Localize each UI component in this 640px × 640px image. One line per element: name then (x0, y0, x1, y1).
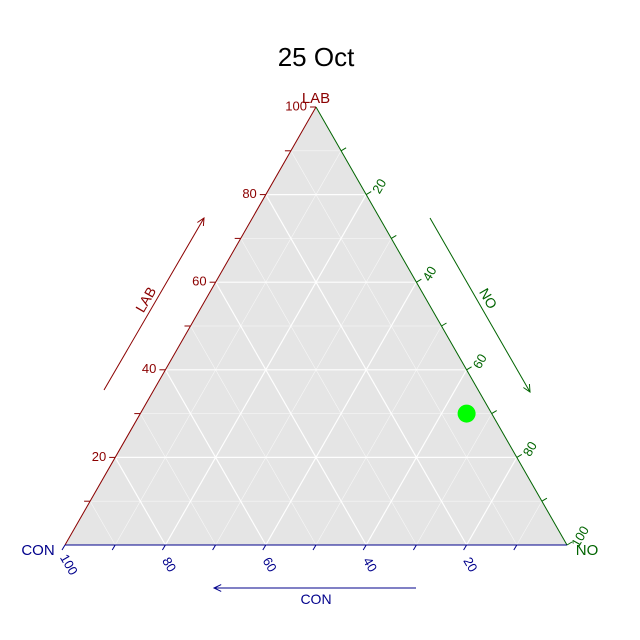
ternary-grid (89, 150, 543, 546)
grid-line (190, 325, 317, 546)
tick-mark (391, 234, 397, 239)
tick-label: 60 (260, 554, 280, 574)
chart-title: 25 Oct (278, 42, 355, 72)
grid-line (114, 150, 342, 546)
tick-label: 40 (142, 361, 156, 376)
tick-label: 40 (419, 264, 439, 284)
tick-mark (441, 322, 447, 327)
grid-line (416, 413, 492, 546)
tick-mark (513, 544, 518, 551)
tick-label: 80 (520, 439, 540, 459)
tick-label: 40 (360, 554, 380, 574)
axis-title-lab: LAB (132, 284, 159, 315)
grid-line (215, 238, 392, 546)
vertex-label-left: CON (21, 542, 54, 559)
tick-mark (566, 541, 573, 546)
tick-label: 20 (92, 449, 106, 464)
grid-line (164, 369, 267, 546)
tick-mark (212, 544, 217, 551)
grid-line (114, 457, 166, 546)
tick-mark (161, 544, 166, 551)
tick-mark (262, 544, 267, 551)
tick-label: 80 (159, 554, 179, 574)
tick-mark (412, 544, 417, 551)
grid-line (140, 413, 216, 546)
axis-title-con: CON (300, 591, 331, 607)
grid-line (89, 501, 116, 546)
tick-mark (491, 410, 497, 415)
data-points (457, 404, 476, 423)
no-axis-arrow (429, 217, 531, 393)
tick-mark (516, 453, 523, 458)
grid-line (466, 457, 518, 546)
grid-line (240, 238, 417, 546)
tick-label: 20 (460, 554, 480, 574)
tick-mark (463, 544, 468, 551)
tick-mark (111, 544, 116, 551)
tick-label: 100 (57, 551, 81, 577)
lab-axis-arrow (103, 217, 205, 391)
tick-mark (61, 544, 66, 551)
grid-line (315, 325, 442, 546)
tick-label: 20 (369, 176, 389, 196)
tick-mark (362, 544, 367, 551)
grid-line (365, 369, 468, 546)
ternary-axis-arrows (103, 217, 531, 592)
vertex-label-top: LAB (302, 90, 330, 107)
vertex-label-right: NO (576, 542, 599, 559)
tick-mark (365, 191, 372, 196)
tick-label: 60 (470, 351, 490, 371)
axis-title-no: NO (476, 285, 500, 311)
tick-label: 60 (192, 274, 206, 289)
tick-label: 100 (285, 98, 307, 113)
tick-mark (312, 544, 317, 551)
tick-mark (541, 497, 548, 502)
tick-mark (340, 147, 347, 152)
tick-label: 80 (242, 186, 256, 201)
con-axis-arrow (212, 584, 416, 592)
grid-line (516, 501, 543, 546)
tick-mark (416, 278, 422, 283)
tick-mark (466, 366, 472, 371)
data-point (457, 404, 476, 423)
grid-line (290, 150, 518, 546)
